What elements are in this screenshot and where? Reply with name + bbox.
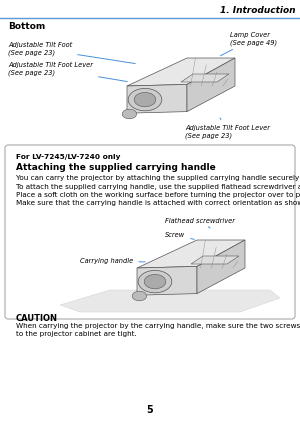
Text: Adjustable Tilt Foot Lever
(See page 23): Adjustable Tilt Foot Lever (See page 23) (185, 118, 270, 139)
Ellipse shape (134, 92, 156, 107)
Text: 5: 5 (147, 405, 153, 415)
FancyBboxPatch shape (5, 145, 295, 319)
Text: Make sure that the carrying handle is attached with correct orientation as shown: Make sure that the carrying handle is at… (16, 201, 300, 206)
Text: Lamp Cover
(See page 49): Lamp Cover (See page 49) (220, 32, 277, 56)
Text: CAUTION: CAUTION (16, 314, 58, 323)
Text: You can carry the projector by attaching the supplied carrying handle securely t: You can carry the projector by attaching… (16, 175, 300, 181)
Text: When carrying the projector by the carrying handle, make sure the two screws tha: When carrying the projector by the carry… (16, 323, 300, 329)
Polygon shape (187, 58, 235, 112)
Polygon shape (181, 74, 229, 82)
Text: Carrying handle: Carrying handle (80, 258, 145, 264)
Ellipse shape (144, 274, 166, 289)
Text: Bottom: Bottom (8, 22, 45, 31)
Text: to the projector cabinet are tight.: to the projector cabinet are tight. (16, 331, 137, 337)
Polygon shape (191, 256, 239, 264)
Ellipse shape (132, 291, 147, 301)
Text: Adjustable Tilt Foot Lever
(See page 23): Adjustable Tilt Foot Lever (See page 23) (8, 62, 127, 81)
Polygon shape (127, 84, 187, 113)
Polygon shape (60, 290, 280, 312)
Text: Adjustable Tilt Foot
(See page 23): Adjustable Tilt Foot (See page 23) (8, 42, 135, 64)
Polygon shape (197, 240, 245, 293)
Text: Screw: Screw (165, 232, 194, 240)
Polygon shape (127, 58, 235, 86)
Polygon shape (137, 266, 197, 295)
Ellipse shape (122, 109, 136, 119)
Text: 1. Introduction: 1. Introduction (220, 6, 295, 15)
Polygon shape (137, 240, 245, 268)
Ellipse shape (128, 88, 162, 111)
Text: For LV-7245/LV-7240 only: For LV-7245/LV-7240 only (16, 154, 120, 160)
Text: To attach the supplied carrying handle, use the supplied flathead screwdriver an: To attach the supplied carrying handle, … (16, 184, 300, 190)
Ellipse shape (138, 271, 172, 293)
Text: Attaching the supplied carrying handle: Attaching the supplied carrying handle (16, 163, 216, 172)
Text: Flathead screwdriver: Flathead screwdriver (165, 218, 235, 228)
Text: Place a soft cloth on the working surface before turning the projector over to p: Place a soft cloth on the working surfac… (16, 192, 300, 198)
